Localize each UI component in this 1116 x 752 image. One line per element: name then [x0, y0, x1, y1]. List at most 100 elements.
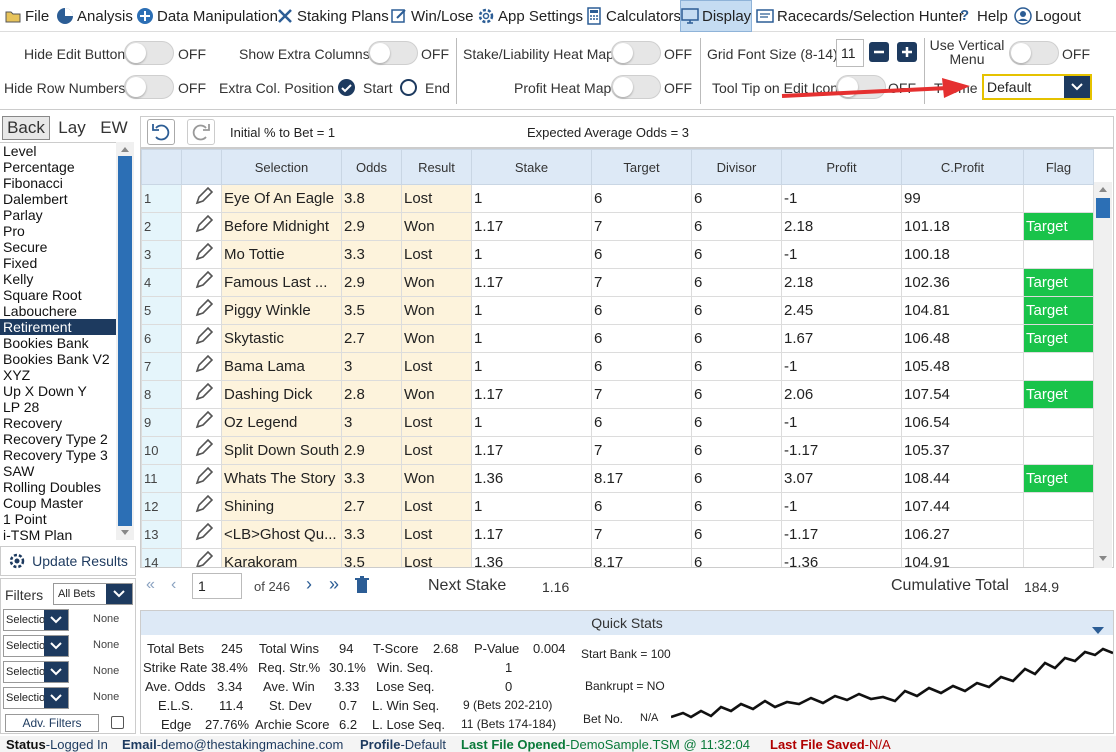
cell-edit-cell[interactable]: [181, 380, 222, 409]
menu-staking-plans[interactable]: Staking Plans: [276, 0, 389, 32]
hide-edit-button-toggle[interactable]: [124, 41, 174, 65]
cell-edit-cell[interactable]: [181, 240, 222, 269]
col-profit[interactable]: Profit: [781, 149, 902, 185]
trash-icon[interactable]: [354, 576, 370, 597]
end-radio[interactable]: [400, 79, 417, 96]
theme-select[interactable]: Default: [982, 74, 1092, 100]
strategy-item[interactable]: Fibonacci: [3, 175, 63, 191]
col-odds[interactable]: Odds: [341, 149, 402, 185]
edit-pencil-icon[interactable]: [193, 326, 213, 351]
collapse-icon[interactable]: [1091, 619, 1105, 643]
filter-select[interactable]: Selectio: [3, 661, 69, 683]
strategy-item[interactable]: Bookies Bank: [3, 335, 89, 351]
cell-edit-cell[interactable]: [181, 492, 222, 521]
cell-edit-cell[interactable]: [181, 268, 222, 297]
edit-pencil-icon[interactable]: [193, 354, 213, 379]
edit-pencil-icon[interactable]: [193, 438, 213, 463]
table-row[interactable]: 10 Split Down South 2.9 Lost 1.17 7 6 -1.17 105.…: [141, 436, 1094, 465]
menu-analysis[interactable]: Analysis: [56, 0, 133, 32]
col-stake[interactable]: Stake: [471, 149, 592, 185]
next-page-icon[interactable]: ›: [306, 574, 312, 594]
show-extra-columns-toggle[interactable]: [368, 41, 418, 65]
edit-pencil-icon[interactable]: [193, 494, 213, 519]
strategy-item[interactable]: Kelly: [3, 271, 34, 287]
edit-pencil-icon[interactable]: [193, 382, 213, 407]
table-row[interactable]: 13 <LB>Ghost Qu... 3.3 Lost 1.17 7 6 -1.17 106.2…: [141, 520, 1094, 549]
edit-pencil-icon[interactable]: [193, 270, 213, 295]
table-row[interactable]: 14 Karakoram 3.5 Lost 1.36 8.17 6 -1.36 104.91: [141, 548, 1094, 567]
strategy-item[interactable]: Coup Master: [3, 495, 84, 511]
adv-filters-checkbox[interactable]: [111, 716, 124, 729]
edit-pencil-icon[interactable]: [193, 522, 213, 547]
strategy-item[interactable]: Up X Down Y: [3, 383, 87, 399]
col-cprofit[interactable]: C.Profit: [901, 149, 1024, 185]
strategy-item[interactable]: Level: [3, 143, 37, 159]
strategy-item[interactable]: Rolling Doubles: [3, 479, 102, 495]
strategy-item[interactable]: Square Root: [3, 287, 82, 303]
cell-edit-cell[interactable]: [181, 184, 222, 213]
col-divisor[interactable]: Divisor: [691, 149, 782, 185]
filter-select[interactable]: Selectio: [3, 609, 69, 631]
strategy-scrollbar[interactable]: [116, 142, 134, 540]
menu-app-settings[interactable]: App Settings: [477, 0, 583, 32]
first-page-icon[interactable]: «: [146, 576, 155, 593]
cell-edit-cell[interactable]: [181, 520, 222, 549]
table-row[interactable]: 1 Eye Of An Eagle 3.8 Lost 1 6 6 -1 99: [141, 184, 1094, 213]
strategy-item[interactable]: 1 Point: [3, 511, 47, 527]
menu-win-lose[interactable]: Win/Lose: [390, 0, 474, 32]
cell-edit-cell[interactable]: [181, 296, 222, 325]
strategy-item[interactable]: Secure: [3, 239, 48, 255]
prev-page-icon[interactable]: ‹: [171, 576, 177, 593]
table-row[interactable]: 7 Bama Lama 3 Lost 1 6 6 -1 105.48: [141, 352, 1094, 381]
hide-row-numbers-toggle[interactable]: [124, 75, 174, 99]
table-row[interactable]: 2 Before Midnight 2.9 Won 1.17 7 6 2.18 101.18 Ta…: [141, 212, 1094, 241]
edit-pencil-icon[interactable]: [193, 410, 213, 435]
last-page-icon[interactable]: »: [329, 574, 340, 594]
strategy-item[interactable]: LP 28: [3, 399, 40, 415]
grid-font-size-input[interactable]: 11: [836, 39, 864, 67]
table-row[interactable]: 9 Oz Legend 3 Lost 1 6 6 -1 106.54: [141, 408, 1094, 437]
table-row[interactable]: 11 Whats The Story 3.3 Won 1.36 8.17 6 3.07 108.…: [141, 464, 1094, 493]
menu-file[interactable]: File: [4, 0, 49, 32]
menu-racecards[interactable]: Racecards/Selection Hunter: [756, 0, 964, 32]
strategy-item[interactable]: Percentage: [3, 159, 75, 175]
profit-heat-map-toggle[interactable]: [611, 75, 661, 99]
strategy-item[interactable]: Recovery Type 3: [3, 447, 108, 463]
strategy-item[interactable]: Fixed: [3, 255, 38, 271]
page-input[interactable]: 1: [192, 573, 242, 599]
cell-edit-cell[interactable]: [181, 436, 222, 465]
strategy-item[interactable]: Bookies Bank V2: [3, 351, 110, 367]
table-row[interactable]: 4 Famous Last ... 2.9 Won 1.17 7 6 2.18 102.36 Ta…: [141, 268, 1094, 297]
cell-edit-cell[interactable]: [181, 212, 222, 241]
scroll-thumb[interactable]: [1096, 198, 1110, 218]
edit-pencil-icon[interactable]: [193, 186, 213, 211]
undo-icon[interactable]: [147, 119, 175, 145]
edit-pencil-icon[interactable]: [193, 298, 213, 323]
use-vertical-menu-toggle[interactable]: [1009, 41, 1059, 65]
strategy-item[interactable]: XYZ: [3, 367, 31, 383]
quick-stats-header[interactable]: Quick Stats: [141, 611, 1113, 635]
table-row[interactable]: 12 Shining 2.7 Lost 1 6 6 -1 107.44: [141, 492, 1094, 521]
menu-data-manipulation[interactable]: Data Manipulation: [136, 0, 278, 32]
col-target[interactable]: Target: [591, 149, 692, 185]
strategy-item[interactable]: Dalembert: [3, 191, 68, 207]
cell-edit-cell[interactable]: [181, 464, 222, 493]
adv-filters-button[interactable]: Adv. Filters: [5, 714, 99, 732]
all-bets-select[interactable]: All Bets: [53, 583, 133, 605]
redo-icon[interactable]: [187, 119, 215, 145]
strategy-item[interactable]: Retirement: [0, 319, 116, 335]
strategy-item[interactable]: Recovery Type 2: [3, 431, 108, 447]
tab-back[interactable]: Back: [2, 116, 50, 140]
start-radio[interactable]: [338, 79, 355, 96]
edit-pencil-icon[interactable]: [193, 242, 213, 267]
strategy-item[interactable]: i-TSM Plan: [3, 527, 73, 540]
cell-edit-cell[interactable]: [181, 352, 222, 381]
cell-edit-cell[interactable]: [181, 548, 222, 567]
grid-scrollbar[interactable]: [1094, 182, 1112, 568]
menu-display[interactable]: Display: [680, 0, 752, 32]
strategy-item[interactable]: Pro: [3, 223, 25, 239]
update-results-button[interactable]: Update Results: [0, 546, 136, 576]
edit-pencil-icon[interactable]: [193, 550, 213, 567]
increase-font-button[interactable]: [897, 42, 917, 62]
col-selection[interactable]: Selection: [221, 149, 342, 185]
